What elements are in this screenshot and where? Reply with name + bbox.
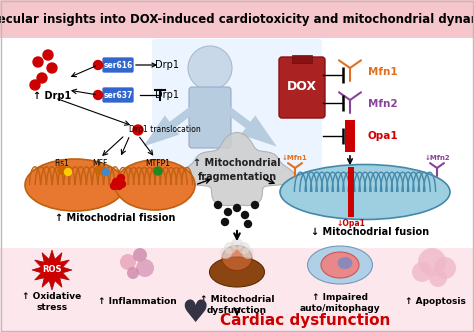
Text: ROS: ROS xyxy=(42,266,62,275)
FancyBboxPatch shape xyxy=(102,57,134,73)
Circle shape xyxy=(118,181,126,188)
Text: Mfn1: Mfn1 xyxy=(368,67,398,77)
FancyBboxPatch shape xyxy=(102,87,134,103)
Bar xyxy=(0,248,474,332)
Circle shape xyxy=(112,179,119,186)
Circle shape xyxy=(58,166,66,174)
Text: ser637: ser637 xyxy=(103,91,133,100)
FancyBboxPatch shape xyxy=(152,39,322,175)
Text: ↑ Apoptosis: ↑ Apoptosis xyxy=(405,297,465,306)
Ellipse shape xyxy=(25,159,125,211)
Text: ↑ Mitochodrial fission: ↑ Mitochodrial fission xyxy=(55,213,175,223)
Circle shape xyxy=(418,248,446,276)
FancyBboxPatch shape xyxy=(189,87,231,148)
FancyArrow shape xyxy=(143,107,194,147)
Text: Opa1: Opa1 xyxy=(368,131,399,141)
Bar xyxy=(292,55,312,63)
Circle shape xyxy=(93,91,102,100)
Circle shape xyxy=(220,247,232,259)
Text: Fis1: Fis1 xyxy=(55,158,69,168)
Circle shape xyxy=(64,169,72,176)
Circle shape xyxy=(252,202,258,208)
Circle shape xyxy=(231,238,243,250)
Text: ↓ Mitochodrial fusion: ↓ Mitochodrial fusion xyxy=(311,227,429,237)
Text: ser616: ser616 xyxy=(103,60,133,69)
Circle shape xyxy=(154,167,162,175)
Ellipse shape xyxy=(222,245,252,271)
Ellipse shape xyxy=(321,252,359,278)
Bar xyxy=(0,0,474,38)
Text: ↑ Oxidative
stress: ↑ Oxidative stress xyxy=(22,292,82,312)
Text: Mfn2: Mfn2 xyxy=(368,99,398,109)
Polygon shape xyxy=(179,132,295,206)
Text: MTFP1: MTFP1 xyxy=(146,158,171,168)
Circle shape xyxy=(133,125,143,135)
Text: ↑ Drp1: ↑ Drp1 xyxy=(33,91,71,101)
Circle shape xyxy=(120,254,136,270)
Ellipse shape xyxy=(337,257,353,269)
Ellipse shape xyxy=(210,257,264,287)
Bar xyxy=(345,120,355,152)
Text: Molecular insights into DOX-induced cardiotoxicity and mitochondrial dynamics: Molecular insights into DOX-induced card… xyxy=(0,13,474,26)
Circle shape xyxy=(37,73,47,83)
Circle shape xyxy=(241,211,248,218)
Text: ↓Mfn1: ↓Mfn1 xyxy=(282,155,308,161)
Text: ↑ Mitochodrial
dysfunction: ↑ Mitochodrial dysfunction xyxy=(200,295,274,315)
Circle shape xyxy=(127,267,139,279)
Circle shape xyxy=(188,46,232,90)
Circle shape xyxy=(429,269,447,287)
Circle shape xyxy=(224,242,236,254)
Circle shape xyxy=(225,208,231,215)
Circle shape xyxy=(47,63,57,73)
Circle shape xyxy=(412,262,432,282)
Bar xyxy=(348,167,354,217)
Circle shape xyxy=(43,50,53,60)
Text: ↓Mfn2: ↓Mfn2 xyxy=(424,155,450,161)
Circle shape xyxy=(116,183,122,190)
Circle shape xyxy=(136,259,154,277)
Circle shape xyxy=(133,248,147,262)
FancyBboxPatch shape xyxy=(279,57,325,118)
Circle shape xyxy=(234,205,240,211)
Circle shape xyxy=(245,220,252,227)
Text: MFF: MFF xyxy=(92,158,108,168)
Text: ♥: ♥ xyxy=(182,299,209,328)
Ellipse shape xyxy=(280,164,450,219)
Text: ↑ Impaired
auto/mitophagy: ↑ Impaired auto/mitophagy xyxy=(300,293,380,313)
Text: Drp1: Drp1 xyxy=(155,90,179,100)
Text: ↑ Inflammation: ↑ Inflammation xyxy=(98,297,176,306)
Polygon shape xyxy=(32,250,72,290)
Ellipse shape xyxy=(308,246,373,284)
Circle shape xyxy=(221,218,228,225)
Circle shape xyxy=(30,80,40,90)
Circle shape xyxy=(215,202,221,208)
Text: ↑ Mitochondrial
fragmentation: ↑ Mitochondrial fragmentation xyxy=(193,158,281,182)
Circle shape xyxy=(242,247,254,259)
Text: Cardiac dysfunction: Cardiac dysfunction xyxy=(220,312,390,327)
Circle shape xyxy=(110,183,118,190)
Circle shape xyxy=(33,57,43,67)
Circle shape xyxy=(96,166,104,174)
Circle shape xyxy=(93,60,102,69)
Circle shape xyxy=(118,175,125,182)
Text: Drp1 translocation: Drp1 translocation xyxy=(129,125,201,134)
Ellipse shape xyxy=(115,160,195,210)
Bar xyxy=(0,248,474,332)
Circle shape xyxy=(102,169,109,176)
Bar xyxy=(0,38,474,248)
Circle shape xyxy=(434,257,456,279)
Text: ↓Opa1: ↓Opa1 xyxy=(337,218,365,227)
Text: Drp1: Drp1 xyxy=(155,60,179,70)
Text: DOX: DOX xyxy=(287,80,317,94)
FancyArrow shape xyxy=(226,107,277,147)
Circle shape xyxy=(238,242,250,254)
